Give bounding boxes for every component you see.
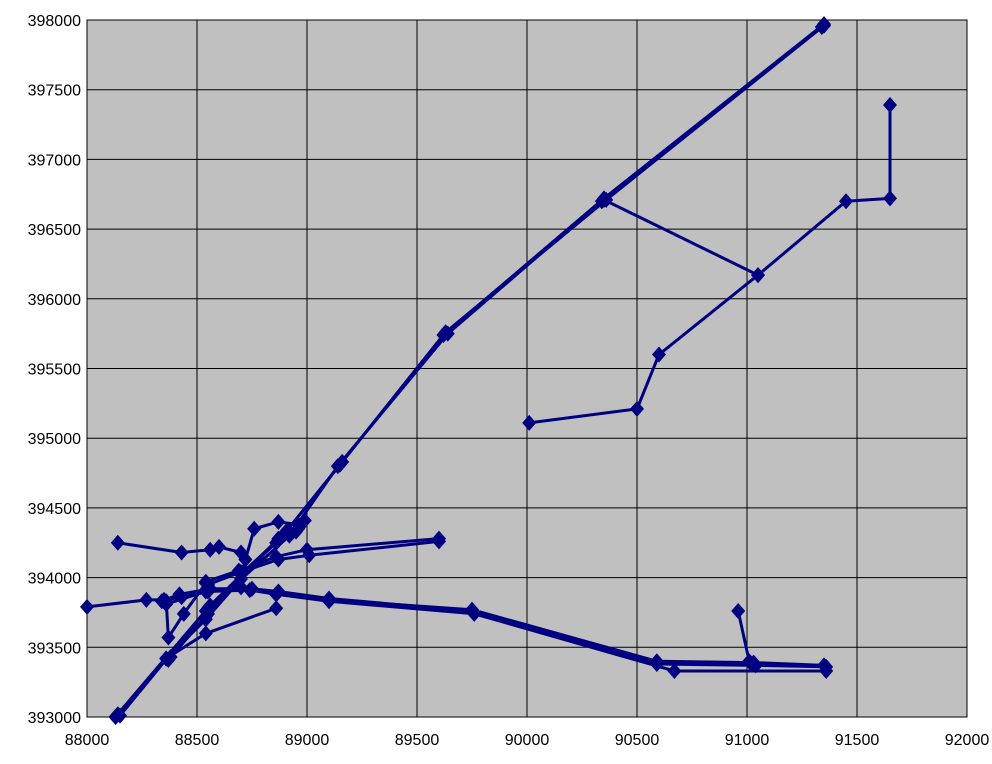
y-tick-label: 394500 [28,501,81,518]
data-point [330,458,345,475]
series-line [603,198,759,277]
data-point [269,586,284,603]
data-point [172,586,187,603]
data-point [322,593,336,610]
data-point [839,193,853,210]
data-point [597,191,611,208]
x-tick-label: 88500 [175,732,220,749]
data-point [159,593,174,610]
data-point [440,325,455,342]
y-tick-label: 396000 [28,292,81,309]
series-line [164,582,208,639]
x-tick-label: 89500 [395,732,440,749]
data-point [271,530,286,547]
x-tick-label: 89000 [285,732,330,749]
data-point [271,551,286,568]
y-tick-label: 395000 [28,431,81,448]
x-tick-label: 88000 [65,732,110,749]
data-point [198,611,213,628]
y-tick-label: 393000 [28,710,81,727]
data-point [751,267,765,284]
y-tick-label: 394000 [28,571,81,588]
data-point [731,603,746,620]
data-point [139,591,154,608]
data-point [110,534,125,551]
data-point [819,662,834,679]
x-tick-label: 90500 [615,732,660,749]
x-tick-label: 92000 [945,732,990,749]
data-point [234,579,248,596]
x-tick-label: 91500 [835,732,880,749]
data-point [467,605,482,622]
y-axis-tick-labels: 393000 393500 394000 394500 395000 395500 3960… [28,13,81,727]
x-tick-label: 90000 [505,732,550,749]
data-point [80,598,94,615]
data-point [883,190,897,207]
data-point [630,400,644,417]
data-point [247,520,262,537]
data-point [883,97,897,114]
data-point [198,625,213,642]
data-point [667,662,682,679]
y-tick-label: 397000 [28,152,81,169]
data-point [212,538,226,555]
data-point [108,709,123,725]
data-point [744,656,759,673]
series-line [161,587,827,669]
y-tick-label: 396500 [28,222,81,239]
y-tick-label: 393500 [28,640,81,657]
data-point [291,516,306,533]
data-point [271,513,286,530]
data-point [269,600,284,617]
data-point [174,544,189,561]
data-point [814,18,829,35]
data-point [432,533,446,550]
data-point [302,547,317,564]
data-point [652,346,666,363]
series-line [243,520,299,560]
data-point [522,414,537,431]
data-point [238,551,253,568]
data-point [176,605,191,622]
data-point [245,580,259,597]
data-point [649,656,664,673]
y-tick-label: 397500 [28,83,81,100]
x-tick-label: 91000 [725,732,770,749]
x-axis-tick-labels: 88000 88500 89000 89500 90000 90500 91000 91500… [65,732,990,749]
data-point [201,576,215,593]
data-point [161,629,176,646]
series-group [80,16,897,725]
data-point [234,564,248,581]
y-tick-label: 395500 [28,362,81,379]
y-tick-label: 398000 [28,13,81,30]
data-point [159,650,174,667]
plot-border [86,19,968,718]
